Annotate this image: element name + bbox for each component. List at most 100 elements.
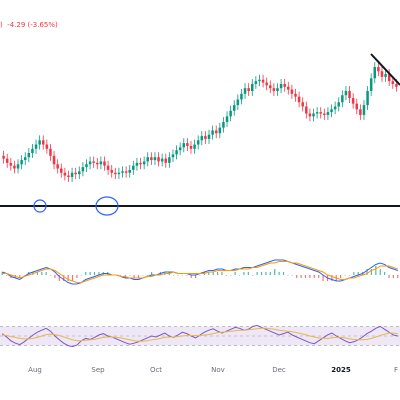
candle-body bbox=[276, 88, 279, 91]
candle-body bbox=[142, 161, 146, 165]
candle-body bbox=[214, 130, 218, 134]
candle-body bbox=[232, 105, 236, 111]
macd-histogram-bar bbox=[318, 275, 320, 278]
macd-histogram-bar bbox=[313, 275, 315, 278]
candle-body bbox=[106, 165, 110, 170]
price-pane bbox=[2, 62, 398, 182]
macd-histogram-bar bbox=[151, 272, 153, 275]
candle-body bbox=[204, 136, 207, 139]
candle-body bbox=[362, 105, 366, 115]
candle-body bbox=[369, 78, 373, 91]
candle-body bbox=[283, 83, 286, 87]
macd-signal-line bbox=[2, 261, 398, 283]
macd-histogram-bar bbox=[260, 272, 263, 275]
macd-histogram-bar bbox=[63, 275, 65, 281]
circle-aug bbox=[33, 199, 47, 213]
candle-body bbox=[16, 164, 20, 169]
candle-body bbox=[150, 157, 153, 161]
candle-body bbox=[63, 172, 67, 176]
macd-histogram-bar bbox=[36, 272, 38, 275]
macd-histogram-bar bbox=[370, 269, 373, 275]
candle-body bbox=[20, 160, 23, 165]
macd-histogram-bar bbox=[1, 272, 3, 275]
macd-histogram-bar bbox=[137, 275, 140, 278]
candle-body bbox=[250, 83, 254, 91]
candle-body bbox=[34, 144, 38, 149]
x-tick-label: Aug bbox=[28, 366, 42, 374]
macd-histogram-bar bbox=[190, 275, 192, 278]
candle-body bbox=[290, 89, 294, 94]
macd-histogram-bar bbox=[265, 272, 267, 275]
candle-body bbox=[373, 67, 377, 79]
candle-body bbox=[200, 136, 204, 141]
macd-histogram-bar bbox=[296, 275, 298, 278]
candle-body bbox=[301, 102, 304, 107]
macd-line bbox=[2, 259, 398, 285]
macd-histogram-bar bbox=[282, 272, 285, 275]
annotations bbox=[0, 53, 400, 216]
candle-body bbox=[359, 109, 362, 115]
x-tick-label: Sep bbox=[91, 366, 105, 374]
macd-histogram-bar bbox=[366, 269, 368, 275]
candle-body bbox=[225, 116, 229, 122]
macd-histogram-bar bbox=[234, 272, 236, 275]
candle-body bbox=[67, 175, 70, 177]
x-tick-label: F bbox=[394, 366, 398, 374]
candle-body bbox=[121, 171, 124, 173]
candle-body bbox=[132, 165, 135, 170]
candle-body bbox=[81, 167, 85, 172]
candle-body bbox=[78, 171, 81, 175]
header-paren: ) bbox=[0, 21, 3, 29]
candle-body bbox=[279, 83, 283, 89]
macd-histogram-bar bbox=[252, 275, 254, 276]
candle-body bbox=[193, 144, 196, 149]
candle-body bbox=[153, 157, 157, 161]
candle-body bbox=[261, 79, 265, 83]
candle-body bbox=[110, 169, 113, 173]
macd-histogram-bar bbox=[344, 275, 346, 276]
macd-histogram-bar bbox=[256, 272, 258, 275]
macd-histogram-bar bbox=[186, 275, 188, 276]
candle-body bbox=[103, 161, 106, 166]
macd-histogram-bar bbox=[49, 275, 52, 276]
candle-body bbox=[236, 99, 240, 106]
candle-body bbox=[27, 153, 31, 158]
candle-body bbox=[377, 67, 380, 72]
candle-body bbox=[96, 162, 99, 165]
macd-histogram-bar bbox=[388, 275, 390, 278]
candle-body bbox=[160, 158, 164, 162]
x-tick-label: Dec bbox=[272, 366, 286, 374]
candle-body bbox=[333, 106, 337, 110]
candle-body bbox=[92, 161, 95, 163]
candle-body bbox=[74, 172, 77, 175]
candle-body bbox=[319, 112, 322, 114]
macd-histogram-bar bbox=[322, 275, 324, 281]
candle-body bbox=[70, 172, 74, 177]
candle-body bbox=[128, 169, 131, 173]
macd-histogram-bar bbox=[67, 275, 69, 281]
candle-body bbox=[5, 158, 9, 163]
candle-body bbox=[13, 165, 16, 169]
x-tick-label: Nov bbox=[211, 366, 225, 374]
macd-histogram-bar bbox=[353, 272, 355, 275]
macd-histogram-bar bbox=[247, 272, 249, 275]
macd-histogram-bar bbox=[19, 275, 21, 278]
candle-body bbox=[88, 161, 92, 165]
candle-body bbox=[164, 158, 168, 163]
macd-histogram-bar bbox=[181, 275, 184, 276]
candle-body bbox=[312, 113, 315, 117]
candle-body bbox=[168, 157, 171, 163]
macd-histogram-bar bbox=[384, 272, 386, 275]
macd-histogram-bar bbox=[208, 272, 210, 275]
candle-body bbox=[366, 91, 369, 106]
candle-body bbox=[341, 95, 344, 103]
macd-histogram-bar bbox=[291, 275, 293, 276]
macd-histogram-bar bbox=[173, 275, 175, 276]
x-tick-label: 2025 bbox=[331, 366, 351, 374]
candle-body bbox=[49, 148, 52, 156]
time-axis: Aug Sep Oct Nov Dec 2025 F bbox=[28, 366, 398, 374]
macd-histogram-bar bbox=[199, 275, 201, 276]
candle-body bbox=[186, 143, 189, 146]
candle-body bbox=[344, 91, 348, 96]
